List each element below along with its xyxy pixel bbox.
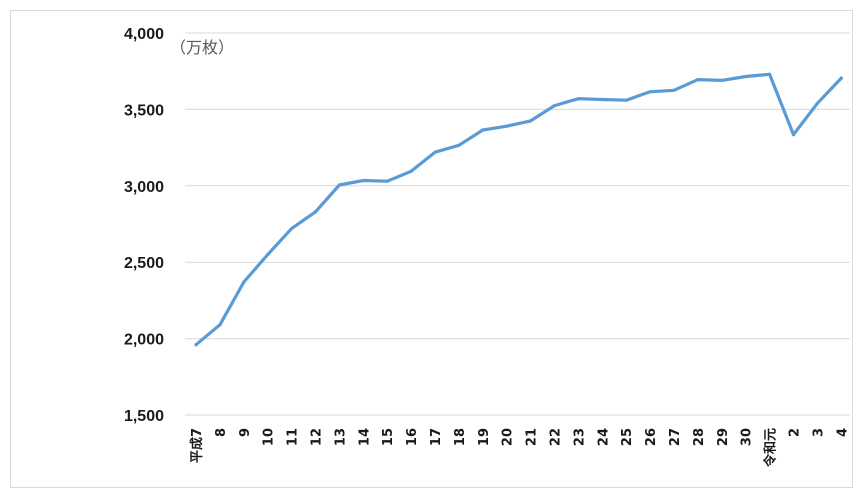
data-point xyxy=(410,170,413,173)
y-tick-label: 1,500 xyxy=(124,408,164,425)
x-tick-label: 22 xyxy=(549,428,564,446)
x-tick-label: 8 xyxy=(214,428,229,437)
data-point xyxy=(314,210,317,213)
x-tick-label: 19 xyxy=(477,428,492,446)
data-point xyxy=(840,76,843,79)
y-tick-label: 3,500 xyxy=(124,102,164,119)
x-tick-label: 2 xyxy=(788,428,803,437)
x-tick-label: 15 xyxy=(381,428,396,446)
data-point xyxy=(649,90,652,93)
data-point xyxy=(457,144,460,147)
x-tick-label: 29 xyxy=(716,428,731,446)
x-tick-label: 13 xyxy=(333,428,348,446)
y-tick-label: 3,000 xyxy=(124,179,164,196)
data-point xyxy=(696,78,699,81)
x-tick-label: 28 xyxy=(692,428,707,446)
data-point xyxy=(529,119,532,122)
y-tick-label: 2,500 xyxy=(124,255,164,272)
data-point xyxy=(672,89,675,92)
data-point xyxy=(290,227,293,230)
y-tick-label: 2,000 xyxy=(124,332,164,349)
data-point xyxy=(505,125,508,128)
x-tick-label: 24 xyxy=(596,428,611,446)
x-tick-label: 27 xyxy=(668,428,683,446)
x-tick-label: 23 xyxy=(572,428,587,446)
data-point xyxy=(577,97,580,100)
data-point xyxy=(625,99,628,102)
data-point xyxy=(266,253,269,256)
data-point xyxy=(194,343,197,346)
unit-label: （万枚） xyxy=(170,38,234,57)
x-tick-label: 14 xyxy=(357,428,372,446)
data-point xyxy=(792,133,795,136)
data-point xyxy=(242,280,245,283)
data-point xyxy=(744,75,747,78)
data-point xyxy=(362,179,365,182)
x-tick-label: 平成7 xyxy=(189,428,205,463)
x-tick-label: 25 xyxy=(620,428,635,446)
x-tick-label: 30 xyxy=(740,428,755,446)
x-tick-label: 26 xyxy=(644,428,659,446)
data-point xyxy=(816,102,819,105)
data-point xyxy=(553,104,556,107)
data-point xyxy=(433,151,436,154)
x-tick-label: 9 xyxy=(238,428,253,437)
x-tick-label: 11 xyxy=(286,428,301,446)
x-tick-label: 18 xyxy=(453,428,468,446)
series-line xyxy=(196,74,841,344)
x-tick-label: 20 xyxy=(501,428,516,446)
data-point xyxy=(338,183,341,186)
x-tick-label: 12 xyxy=(310,428,325,446)
x-tick-label: 令和元 xyxy=(763,428,779,467)
x-tick-label: 3 xyxy=(811,428,826,437)
data-point xyxy=(386,180,389,183)
data-point xyxy=(768,73,771,76)
data-point xyxy=(218,323,221,326)
data-point xyxy=(720,79,723,82)
x-tick-label: 10 xyxy=(262,428,277,446)
data-point xyxy=(481,128,484,131)
x-tick-label: 4 xyxy=(835,428,850,437)
y-tick-label: 4,000 xyxy=(124,26,164,43)
data-point xyxy=(601,98,604,101)
x-tick-label: 21 xyxy=(525,428,540,446)
x-tick-label: 16 xyxy=(405,428,420,446)
x-tick-label: 17 xyxy=(429,428,444,446)
